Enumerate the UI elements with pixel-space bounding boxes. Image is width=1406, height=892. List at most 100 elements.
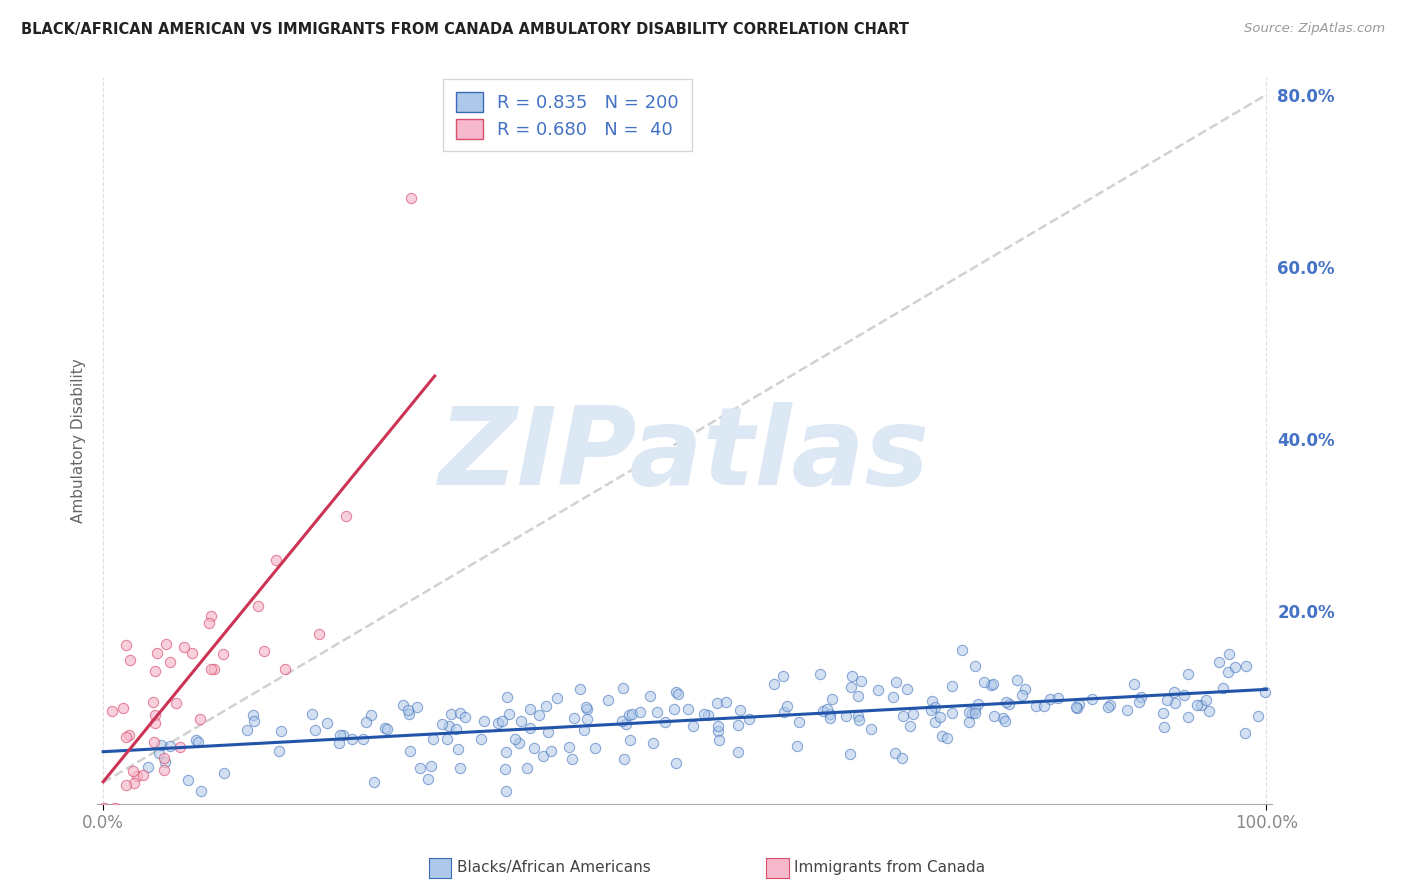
Text: Source: ZipAtlas.com: Source: ZipAtlas.com bbox=[1244, 22, 1385, 36]
Point bbox=[122, 776, 145, 790]
Point bbox=[1247, 708, 1270, 723]
Point bbox=[374, 721, 396, 735]
Point bbox=[187, 735, 209, 749]
Point bbox=[440, 706, 463, 721]
Point bbox=[682, 719, 704, 733]
Point bbox=[965, 659, 987, 673]
Point bbox=[242, 707, 264, 722]
Point bbox=[960, 706, 983, 721]
Point bbox=[562, 711, 585, 725]
Point bbox=[125, 769, 148, 783]
Point bbox=[537, 725, 560, 739]
Point bbox=[204, 662, 226, 676]
Point bbox=[707, 718, 730, 732]
Point bbox=[936, 731, 959, 745]
Point bbox=[820, 706, 842, 721]
Point bbox=[572, 723, 595, 737]
Point bbox=[1064, 700, 1087, 714]
Point bbox=[1185, 698, 1208, 713]
Point bbox=[841, 680, 863, 694]
Point bbox=[115, 638, 138, 652]
Point bbox=[449, 706, 471, 720]
Point bbox=[924, 699, 946, 714]
Point bbox=[472, 714, 495, 728]
Point bbox=[197, 616, 219, 631]
Point bbox=[882, 690, 904, 704]
Point bbox=[516, 761, 538, 775]
Point bbox=[328, 736, 350, 750]
Point bbox=[727, 745, 749, 759]
Point bbox=[392, 698, 415, 713]
Point bbox=[654, 715, 676, 730]
Point bbox=[454, 710, 477, 724]
Point bbox=[762, 677, 785, 691]
Point bbox=[398, 707, 420, 722]
Point bbox=[1173, 688, 1195, 702]
Point bbox=[486, 716, 509, 731]
Point bbox=[1195, 693, 1218, 707]
Point bbox=[596, 693, 619, 707]
Point bbox=[613, 751, 636, 765]
Point bbox=[997, 697, 1019, 711]
Point bbox=[308, 627, 330, 641]
Point bbox=[980, 678, 1002, 692]
Point bbox=[1156, 693, 1178, 707]
Point bbox=[1216, 665, 1239, 679]
Point bbox=[340, 732, 363, 747]
Point bbox=[519, 702, 541, 716]
Point bbox=[929, 710, 952, 724]
Point bbox=[301, 706, 323, 721]
Point bbox=[678, 701, 700, 715]
Point bbox=[640, 689, 662, 703]
Point bbox=[495, 690, 517, 704]
Point bbox=[1099, 698, 1122, 712]
Point bbox=[994, 714, 1017, 728]
Point bbox=[120, 653, 142, 667]
Point bbox=[180, 647, 202, 661]
Point bbox=[1212, 681, 1234, 695]
Point bbox=[190, 784, 212, 798]
Point bbox=[540, 743, 562, 757]
Point bbox=[118, 728, 141, 742]
Point bbox=[267, 744, 290, 758]
Point bbox=[1047, 690, 1070, 705]
Point bbox=[270, 724, 292, 739]
Point bbox=[143, 707, 166, 722]
Point bbox=[375, 722, 398, 736]
Point bbox=[575, 712, 598, 726]
Point bbox=[100, 705, 122, 719]
Point bbox=[534, 698, 557, 713]
Point bbox=[495, 784, 517, 798]
Point bbox=[706, 697, 728, 711]
Point bbox=[430, 717, 453, 731]
Point bbox=[546, 691, 568, 706]
Point bbox=[247, 599, 270, 614]
Point bbox=[401, 191, 423, 205]
Point bbox=[447, 742, 470, 756]
Point bbox=[846, 689, 869, 703]
Point bbox=[617, 707, 640, 722]
Point bbox=[1177, 709, 1199, 723]
Point bbox=[398, 744, 420, 758]
Text: Immigrants from Canada: Immigrants from Canada bbox=[794, 861, 986, 875]
Point bbox=[495, 746, 517, 760]
Point bbox=[610, 714, 633, 728]
Point bbox=[665, 685, 688, 699]
Point bbox=[714, 695, 737, 709]
Point bbox=[957, 714, 980, 729]
Point bbox=[1198, 704, 1220, 718]
Point bbox=[619, 733, 641, 747]
Point bbox=[439, 719, 461, 733]
Point bbox=[406, 699, 429, 714]
Point bbox=[787, 714, 810, 729]
Point bbox=[775, 699, 797, 714]
Point bbox=[396, 703, 419, 717]
Point bbox=[354, 715, 377, 730]
Point bbox=[1218, 647, 1240, 661]
Point bbox=[1039, 692, 1062, 706]
Point bbox=[494, 762, 516, 776]
Point bbox=[941, 706, 963, 721]
Point bbox=[142, 735, 165, 749]
Point bbox=[115, 778, 138, 792]
Point bbox=[165, 696, 187, 710]
